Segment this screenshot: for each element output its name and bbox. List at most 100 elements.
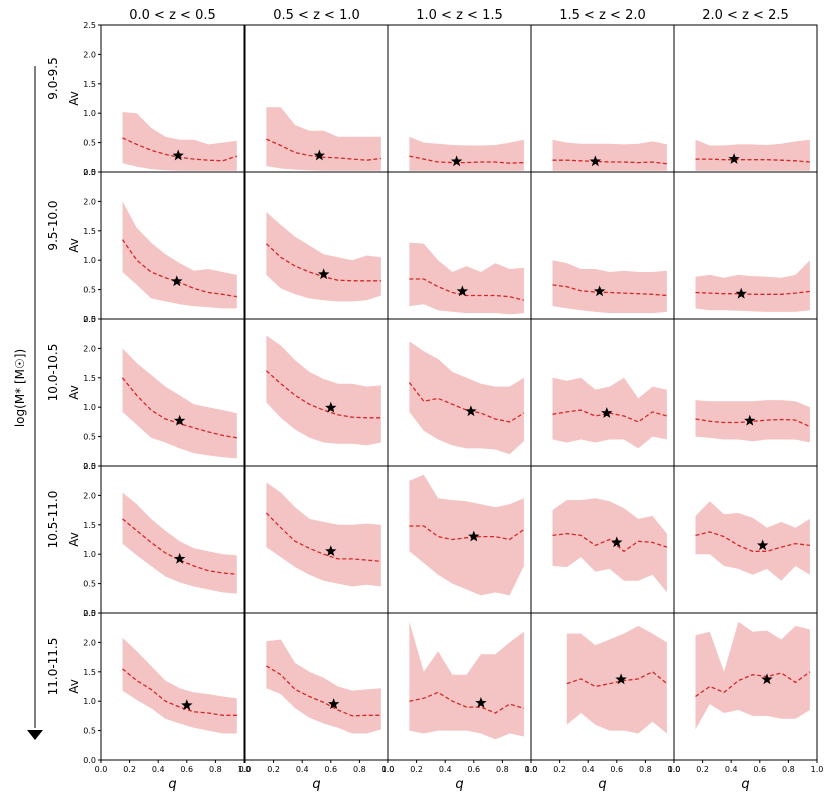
x-tick-label-c0-1: 0.2 — [123, 765, 136, 774]
median-line-r3-c1 — [265, 512, 381, 562]
x-tick-label-c3-0: 0.0 — [525, 765, 538, 774]
band-r2-c4 — [695, 400, 810, 443]
column-title-0: 0.0 < z < 0.5 — [129, 8, 216, 23]
band-r1-c1 — [266, 212, 381, 302]
y-tick-label-r0-4: 2.0 — [83, 50, 96, 59]
band-r2-c1 — [266, 335, 381, 446]
y-tick-label-r2-5: 2.5 — [83, 315, 96, 324]
y-tick-label-r2-3: 1.5 — [83, 374, 96, 383]
x-tick-label-c1-5: 1.0 — [382, 765, 395, 774]
x-tick-label-c2-0: 0.0 — [382, 765, 395, 774]
star-marker-r1-c2 — [456, 285, 469, 297]
star-marker-r1-c4 — [735, 287, 747, 299]
x-axis-label-c4: q — [741, 777, 749, 792]
x-axis-label-c3: q — [598, 777, 606, 792]
x-tick-label-c3-2: 0.4 — [582, 765, 595, 774]
band-r3-c0 — [122, 492, 237, 594]
panel-r2-c1 — [244, 318, 389, 467]
x-tick-label-c4-1: 0.2 — [696, 765, 709, 774]
x-tick-label-c3-1: 0.2 — [553, 765, 566, 774]
y-tick-label-r0-0: 0.0 — [83, 168, 96, 177]
panel-r3-c3 — [530, 465, 675, 614]
median-line-r0-c2 — [409, 155, 524, 164]
star-marker-r4-c2 — [475, 697, 487, 708]
x-tick-label-c1-1: 0.2 — [267, 765, 280, 774]
band-r3-c3 — [552, 498, 667, 593]
x-tick-label-c4-3: 0.6 — [753, 765, 766, 774]
band-r0-c3 — [552, 139, 667, 171]
band-r3-c4 — [695, 501, 810, 581]
y-tick-label-r1-5: 2.5 — [83, 168, 96, 177]
band-r4-c2 — [409, 621, 524, 740]
star-marker-r2-c2 — [465, 405, 477, 417]
y-tick-label-r4-5: 2.5 — [83, 609, 96, 618]
star-marker-r4-c3 — [615, 673, 627, 685]
y-axis-label-3: Av — [67, 532, 81, 547]
panel-r4-c2: 0.0 0.2 0.4 0.6 0.8 1.0 q — [382, 612, 537, 792]
x-tick-label-c2-1: 0.2 — [410, 765, 423, 774]
x-tick-label-c4-2: 0.4 — [725, 765, 738, 774]
mass-axis: log(M* [M☉]) — [13, 66, 43, 740]
x-tick-label-c0-4: 0.8 — [209, 765, 222, 774]
y-tick-label-r3-2: 1.0 — [83, 550, 96, 559]
y-tick-label-r3-0: 0.0 — [83, 609, 96, 618]
band-r2-c0 — [122, 348, 237, 459]
y-tick-label-r1-0: 0.0 — [83, 315, 96, 324]
mass-axis-label: log(M* [M☉]) — [13, 349, 27, 427]
star-marker-r3-c0 — [173, 552, 186, 564]
median-line-r3-c2 — [409, 525, 525, 541]
panel-r1-c4 — [673, 171, 818, 320]
median-line-r0-c1 — [266, 138, 381, 161]
star-marker-r0-c1 — [313, 149, 326, 161]
x-axis-label-c2: q — [455, 777, 463, 792]
row-label-4: 11.0-11.5 — [46, 638, 60, 696]
panel-r2-c3 — [530, 318, 675, 467]
star-marker-r2-c1 — [325, 401, 337, 413]
x-axis-label-c0: q — [168, 777, 176, 792]
band-r0-c2 — [409, 136, 524, 171]
y-axis-label-0: Av — [67, 91, 81, 106]
band-r1-c3 — [552, 260, 667, 314]
band-r1-c4 — [695, 260, 810, 312]
panel-r4-c4: 0.0 0.2 0.4 0.6 0.8 1.0 q — [668, 612, 823, 792]
star-marker-r1-c0 — [171, 275, 183, 287]
band-r1-c0 — [122, 201, 237, 309]
panel-frame-r4-c0 — [100, 612, 245, 761]
median-line-r3-c3 — [552, 532, 668, 553]
panel-r0-c3 — [530, 24, 675, 173]
panel-grid: 0.00.51.01.52.02.50.00.51.01.52.02.50.00… — [83, 21, 823, 792]
median-line-r4-c3 — [566, 671, 668, 688]
median-line-r4-c4 — [695, 671, 811, 698]
column-title-3: 1.5 < z < 2.0 — [559, 8, 646, 23]
star-marker-r0-c4 — [728, 153, 740, 164]
y-tick-label-r4-2: 1.0 — [83, 697, 96, 706]
star-marker-r0-c0 — [172, 149, 184, 161]
x-tick-label-c3-4: 0.8 — [639, 765, 652, 774]
star-marker-r3-c1 — [325, 545, 337, 557]
star-marker-r0-c3 — [589, 155, 602, 167]
band-r1-c2 — [409, 242, 524, 315]
x-tick-label-c0-0: 0.0 — [95, 765, 108, 774]
y-axis-label-4: Av — [67, 679, 81, 694]
y-tick-label-r2-4: 2.0 — [83, 344, 96, 353]
median-line-r1-c2 — [409, 278, 525, 301]
star-marker-r3-c3 — [611, 536, 623, 548]
median-line-r1-c0 — [121, 239, 237, 298]
median-line-r4-c1 — [266, 665, 381, 717]
x-tick-label-c3-5: 1.0 — [668, 765, 681, 774]
band-r4-c0 — [122, 637, 237, 734]
star-marker-r1-c3 — [593, 285, 606, 297]
column-title-1: 0.5 < z < 1.0 — [273, 8, 360, 23]
band-r0-c0 — [122, 112, 237, 171]
band-r4-c1 — [266, 639, 381, 734]
band-r4-c3 — [566, 625, 667, 734]
panel-frame-r2-c4 — [673, 318, 818, 467]
x-tick-label-c4-0: 0.0 — [668, 765, 681, 774]
y-tick-label-r2-2: 1.0 — [83, 403, 96, 412]
panel-frame-r4-c4 — [673, 612, 818, 761]
y-tick-label-r0-1: 0.5 — [83, 139, 96, 148]
star-marker-r0-c2 — [450, 155, 463, 167]
y-tick-label-r0-3: 1.5 — [83, 80, 96, 89]
panel-r0-c2 — [387, 24, 532, 173]
